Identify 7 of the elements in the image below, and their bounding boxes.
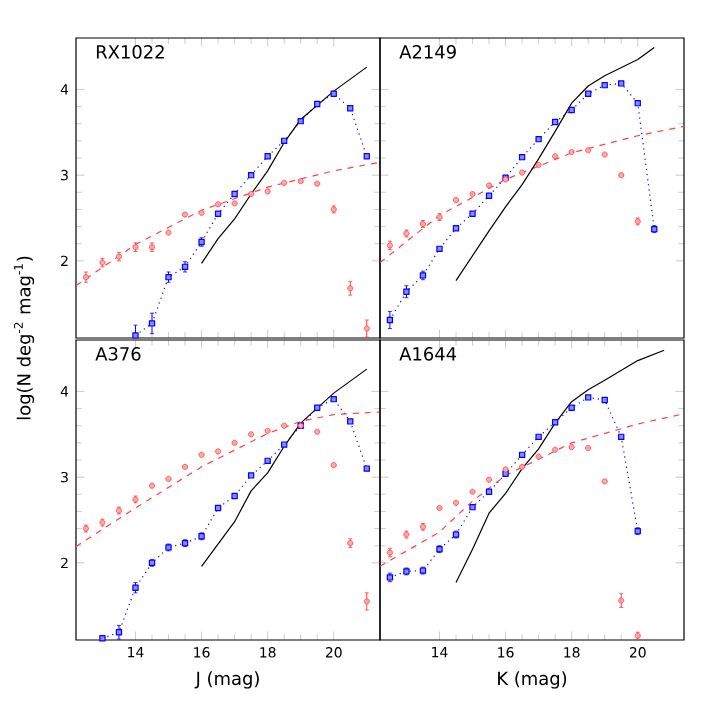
y-axis-title: log(N deg$^{-2}$ mag$^{-1}$) [13, 256, 35, 420]
chart-title: A376 [95, 347, 141, 361]
x-axis-title: K (mag) [498, 671, 567, 689]
chart-title: A1644 [399, 347, 457, 361]
x-axis-title: J (mag) [194, 671, 259, 689]
chart-title: A2149 [399, 45, 456, 59]
chart-title: RX1022 [96, 45, 164, 59]
